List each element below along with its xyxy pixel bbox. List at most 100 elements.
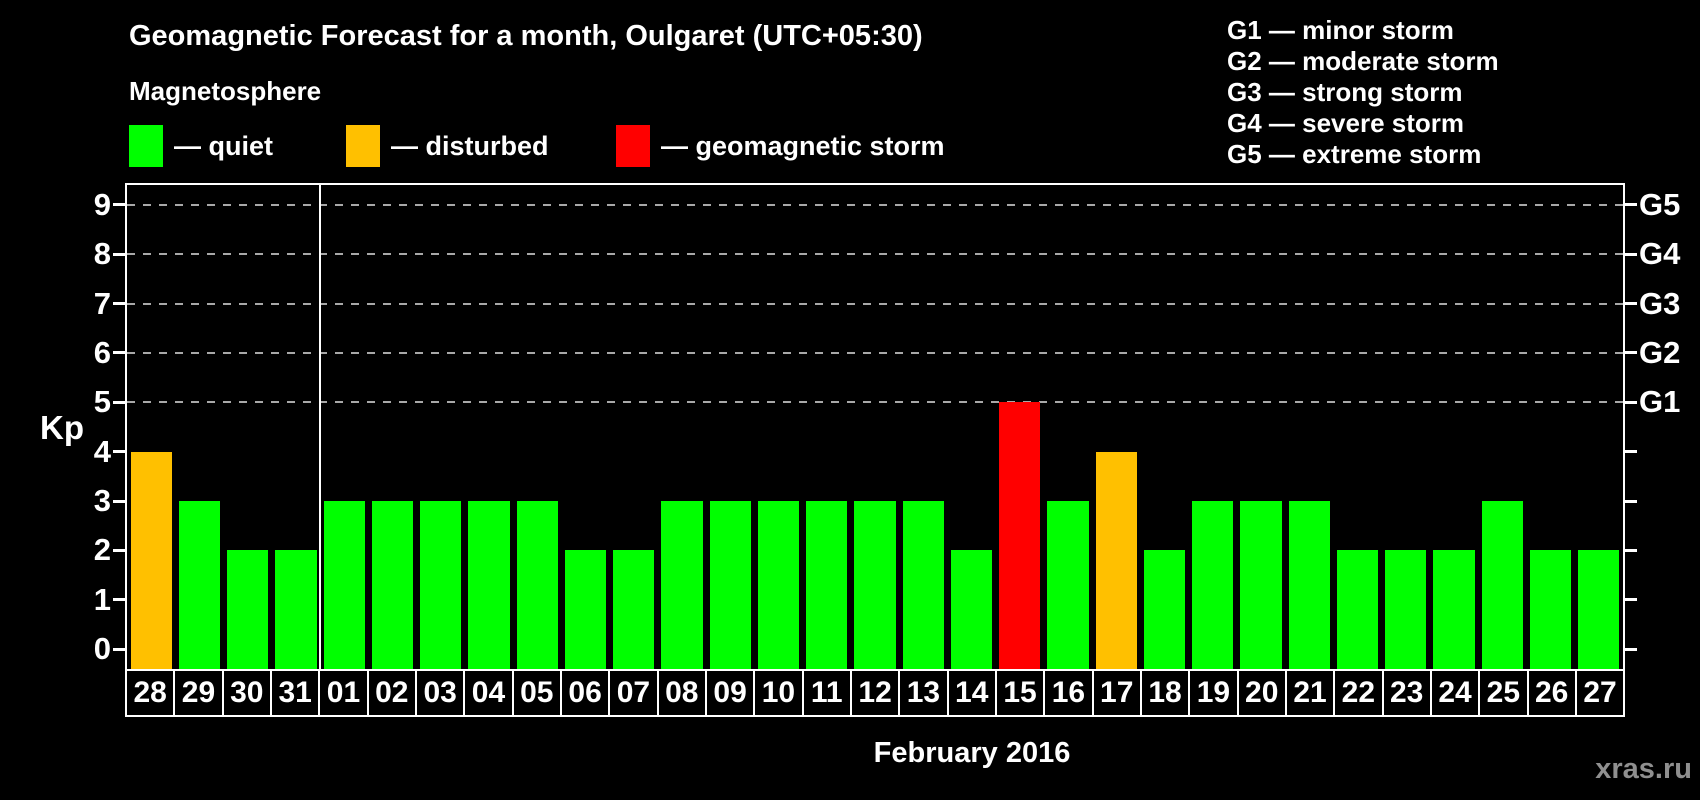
x-axis-label-day-31: 31 [269,669,321,717]
x-axis-day-labels: 28 29 30 31 01 02 03 04 05 06 07 08 09 10 11 12 13 14 15 16… [125,669,1626,717]
g-scale-label-g2: G2 [1639,334,1681,370]
y-tick-6 [113,351,125,355]
x-axis-label-day-07: 07 [608,669,659,717]
magnetosphere-legend: — quiet — disturbed — geomagnetic storm [0,124,1700,172]
x-axis-label-day-21: 21 [1284,669,1336,717]
right-tick-8 [1625,252,1637,256]
right-tick-0 [1625,647,1637,651]
y-tick-7 [113,302,125,306]
x-axis-label-day-11: 11 [801,669,852,717]
x-axis-label-day-27: 27 [1574,669,1626,717]
y-tick-5 [113,400,125,404]
storm-scale-line-4: G4 — severe storm [1227,108,1465,138]
legend-item-storm: — geomagnetic storm [616,124,945,168]
legend-swatch-storm [616,125,650,167]
bar-day-17 [1095,451,1137,669]
x-axis-label-day-28: 28 [125,669,176,717]
bar-day-18 [1143,550,1186,669]
x-axis-label-day-25: 25 [1478,669,1529,717]
x-axis-label-day-17: 17 [1091,669,1142,717]
bar-day-09 [709,501,751,669]
y-tick-label-7: 7 [93,285,111,321]
x-axis-label-day-06: 06 [559,669,611,717]
y-tick-9 [113,203,125,207]
gridline-kp5 [127,401,1623,404]
legend-label-storm: — geomagnetic storm [661,130,945,161]
y-tick-label-9: 9 [93,186,111,222]
storm-scale-line-5: G5 — extreme storm [1227,139,1482,169]
y-tick-label-6: 6 [93,334,111,370]
y-tick-1 [113,598,125,602]
bar-day-02 [371,501,414,669]
bar-day-12 [854,501,896,669]
plot-area: 0 1 2 3 4 5 6 7 8 9 G1 G2 G3 G4 G5 [94,183,1680,669]
storm-scale-line-1: G1 — minor storm [1227,15,1454,45]
x-axis-label-day-19: 19 [1188,669,1239,717]
x-axis-label-day-01: 01 [318,669,369,717]
y-tick-0 [113,647,125,651]
y-tick-label-3: 3 [93,483,111,519]
x-axis-label-day-05: 05 [511,669,562,717]
x-axis-label-day-14: 14 [946,669,997,717]
x-axis-label-day-04: 04 [463,669,514,717]
y-tick-4 [113,450,125,454]
right-tick-7 [1625,302,1637,306]
x-axis-label-day-10: 10 [753,669,804,717]
storm-scale-legend: G1 — minor storm G2 — moderate storm G3 — … [1227,15,1499,170]
y-tick-2 [113,548,125,552]
bar-day-14 [950,550,993,669]
bar-day-08 [661,501,703,669]
x-axis-label-day-30: 30 [221,669,272,717]
y-tick-label-1: 1 [93,581,111,617]
bar-day-05 [516,501,558,669]
x-axis-label-day-08: 08 [656,669,707,717]
y-tick-label-4: 4 [93,433,111,469]
bar-day-24 [1433,550,1475,669]
x-axis-label-day-13: 13 [898,669,949,717]
bar-day-25 [1481,501,1523,669]
x-axis-label-day-02: 02 [366,669,417,717]
month-separator-line [319,185,322,669]
x-axis-label-day-23: 23 [1381,669,1432,717]
bar-day-31 [275,550,317,669]
bar-day-22 [1336,550,1379,669]
right-tick-6 [1625,351,1637,355]
x-axis-label-day-26: 26 [1526,669,1577,717]
y-tick-8 [113,252,125,256]
x-axis-label-day-22: 22 [1333,669,1384,717]
g-scale-label-g3: G3 [1639,285,1681,321]
bar-day-06 [564,550,607,669]
g-scale-label-g5: G5 [1639,186,1681,222]
bar-day-13 [902,501,944,669]
storm-scale-line-2: G2 — moderate storm [1227,46,1499,76]
gridline-kp8 [127,253,1623,256]
bar-day-26 [1529,550,1572,669]
bar-day-01 [323,501,365,669]
y-tick-label-8: 8 [93,236,111,272]
bar-day-29 [178,501,220,669]
bar-day-19 [1192,501,1234,669]
magnetosphere-heading: Magnetosphere [129,76,322,106]
x-axis-label-day-09: 09 [704,669,756,717]
gridline-kp7 [127,302,1623,305]
storm-scale-line-3: G3 — strong storm [1227,77,1463,107]
right-tick-5 [1625,400,1637,404]
y-tick-3 [113,499,125,503]
bar-day-15 [999,402,1041,669]
legend-swatch-disturbed [346,125,380,167]
right-tick-9 [1625,203,1637,207]
x-axis-label-day-20: 20 [1236,669,1287,717]
bar-day-27 [1578,550,1620,669]
gridline-kp6 [127,351,1623,354]
right-tick-3 [1625,499,1637,503]
right-tick-2 [1625,548,1637,552]
bar-day-11 [806,501,848,669]
x-axis-label-day-29: 29 [173,669,224,717]
legend-swatch-quiet [129,125,163,167]
bar-day-20 [1240,501,1282,669]
chart-title: Geomagnetic Forecast for a month, Oulgar… [129,20,923,52]
gridline-kp9 [127,203,1623,206]
x-axis-label-day-24: 24 [1429,669,1481,717]
y-axis-title: Kp [40,409,84,446]
